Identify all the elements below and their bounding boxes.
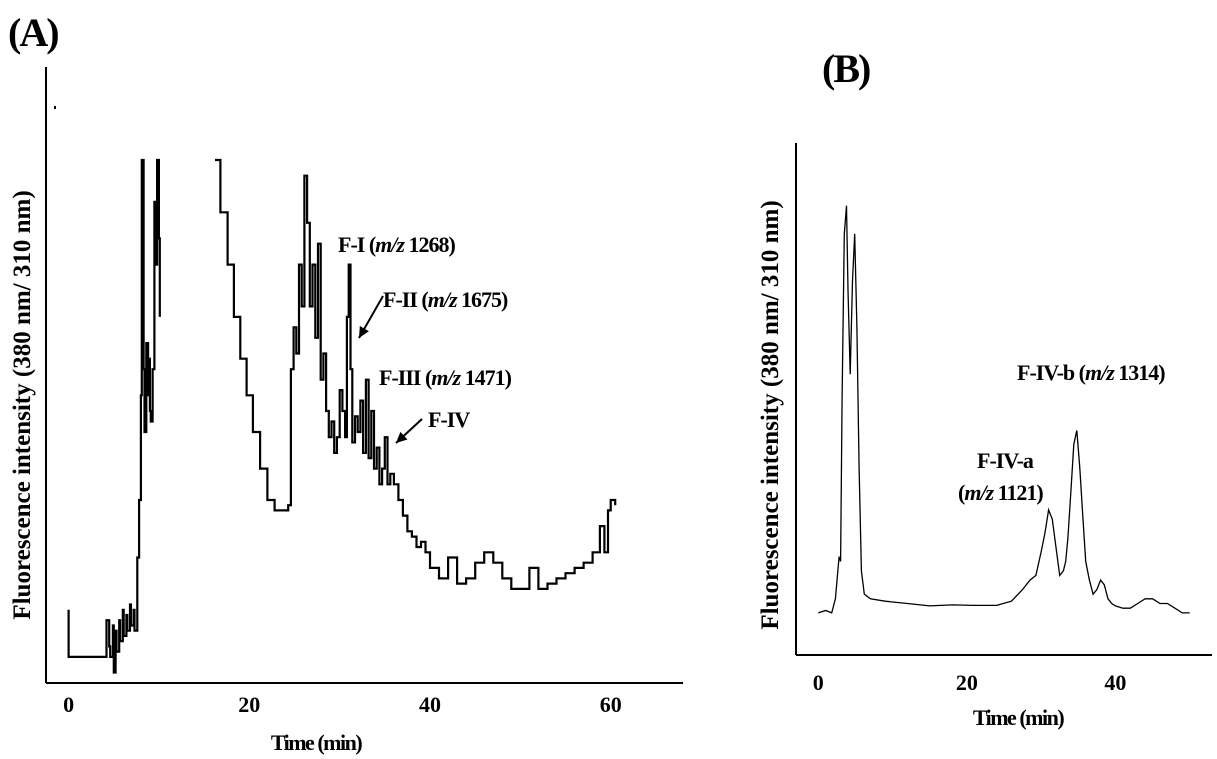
peak-label-f-iv-a-mz: (m/z 1121) <box>958 480 1043 505</box>
peak-label-f-iv-b: F-IV-b (m/z 1314) <box>1017 360 1165 385</box>
peak-label-3: F-III (m/z 1471) <box>379 365 512 390</box>
panel-b-x-tick-label: 0 <box>813 670 824 695</box>
panel-a-x-axis-label: Time (min) <box>271 730 362 755</box>
stray-mark <box>54 106 56 109</box>
panel-b-label: (B) <box>822 46 870 91</box>
panel-b-x-axis-label: Time (min) <box>973 705 1064 730</box>
peak-arrowhead-2 <box>359 326 369 338</box>
panel-b-series-line-1 <box>818 205 1190 614</box>
panel-b-x-tick-label: 40 <box>1104 670 1126 695</box>
panel-a-x-tick-label: 40 <box>419 692 441 717</box>
panel-b-x-tick-label: 20 <box>956 670 978 695</box>
panel-a-x-tick-label: 0 <box>63 692 74 717</box>
panel-b-y-axis-label: Fluorescence intensity (380 nm/ 310 nm) <box>757 200 784 629</box>
panel-a-x-tick-label: 20 <box>238 692 260 717</box>
peak-label-4: F-IV <box>428 407 470 432</box>
peak-label-2: F-II (m/z 1675) <box>383 287 508 312</box>
panel-a-series-line-1 <box>67 158 161 674</box>
peak-label-1: F-I (m/z 1268) <box>338 232 455 257</box>
panel-a-y-axis-label: Fluorescence intensity (380 nm/ 310 nm) <box>9 190 36 619</box>
panel-a-chart: 0 20 40 60 F-I (m/z 1268) F-II (m/z 1675) F-I… <box>9 67 683 755</box>
panel-a-x-tick-label: 60 <box>600 692 622 717</box>
panel-b-chart: 0 20 40 F-IV-b (m/z 1314)F-IV-a(m/z 1121) … <box>757 143 1212 730</box>
peak-arrowhead-4 <box>396 431 408 443</box>
panel-a-label: (A) <box>8 10 58 55</box>
panel-a-series-line-2 <box>215 158 617 590</box>
peak-label-f-iv-a: F-IV-a <box>977 448 1034 473</box>
